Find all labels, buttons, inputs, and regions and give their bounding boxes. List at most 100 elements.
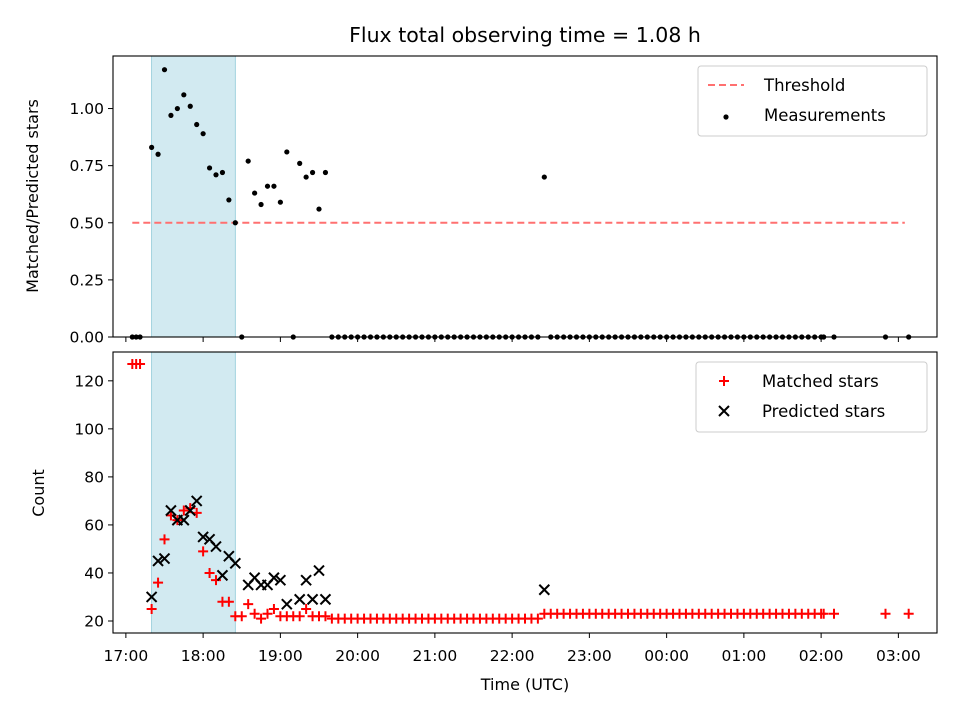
legend-label: Measurements bbox=[764, 106, 886, 125]
legend: Threshold Measurements bbox=[697, 65, 928, 137]
data-point bbox=[264, 183, 271, 189]
data-point bbox=[300, 574, 312, 586]
data-point bbox=[236, 611, 247, 622]
count-panel: 20 40 60 80 100 120 17:00 18:00 19:00 20:00 21:00 2… bbox=[74, 351, 938, 665]
shaded-interval bbox=[151, 55, 236, 338]
data-point bbox=[532, 613, 543, 624]
data-point bbox=[829, 608, 839, 619]
y-tick-label: 120 bbox=[74, 372, 104, 390]
legend-label: Predicted stars bbox=[762, 402, 885, 421]
x-tick-label: 19:00 bbox=[258, 647, 303, 665]
y-tick-label: 0.75 bbox=[69, 157, 104, 175]
legend-box bbox=[695, 361, 928, 433]
data-point bbox=[306, 593, 319, 606]
data-point bbox=[252, 190, 258, 196]
data-point bbox=[155, 151, 161, 157]
data-point bbox=[223, 596, 234, 607]
y-tick-label: 20 bbox=[84, 612, 104, 630]
data-point bbox=[145, 591, 158, 603]
data-point bbox=[268, 603, 279, 614]
data-point bbox=[135, 359, 146, 370]
x-tick-label: 02:00 bbox=[799, 647, 844, 665]
ratio-panel-ylabel: Matched/Predicted stars bbox=[23, 99, 42, 293]
data-point bbox=[274, 574, 287, 586]
x-tick-label: 00:00 bbox=[644, 647, 689, 665]
data-point bbox=[226, 197, 232, 203]
data-point bbox=[316, 206, 322, 212]
data-point bbox=[210, 540, 222, 553]
y-tick-label: 0.00 bbox=[69, 329, 104, 347]
data-point bbox=[184, 504, 196, 517]
data-point bbox=[165, 504, 177, 517]
data-point bbox=[301, 603, 312, 614]
data-point bbox=[243, 599, 254, 610]
legend-swatch bbox=[718, 405, 730, 417]
data-point bbox=[187, 103, 193, 109]
data-point bbox=[880, 608, 891, 619]
data-point bbox=[232, 220, 238, 226]
data-point bbox=[538, 584, 551, 596]
data-point bbox=[152, 555, 164, 567]
x-tick-label: 22:00 bbox=[490, 647, 535, 665]
x-tick-label: 17:00 bbox=[104, 647, 149, 665]
data-point bbox=[277, 199, 283, 205]
x-tick-label: 20:00 bbox=[335, 647, 380, 665]
x-tick-label: 03:00 bbox=[876, 647, 921, 665]
data-point bbox=[200, 131, 206, 137]
data-point bbox=[245, 158, 251, 164]
data-point bbox=[194, 121, 200, 128]
series-matched-stars bbox=[127, 359, 914, 624]
y-tick-label: 0.50 bbox=[69, 214, 104, 232]
data-point bbox=[541, 174, 547, 180]
legend: Matched stars Predicted stars bbox=[695, 361, 928, 433]
data-point bbox=[294, 611, 305, 622]
data-point bbox=[190, 495, 203, 507]
legend-swatch bbox=[723, 114, 729, 120]
y-tick-label: 80 bbox=[84, 468, 104, 486]
data-point bbox=[198, 546, 209, 557]
data-point bbox=[159, 534, 170, 545]
data-point bbox=[181, 92, 187, 98]
data-point bbox=[320, 611, 331, 622]
data-point bbox=[303, 174, 309, 180]
x-tick-label: 18:00 bbox=[181, 647, 226, 665]
data-point bbox=[229, 557, 242, 570]
data-point bbox=[271, 183, 277, 189]
legend-label: Matched stars bbox=[762, 372, 879, 391]
data-point bbox=[216, 569, 229, 582]
data-point bbox=[178, 505, 189, 516]
data-point bbox=[165, 510, 176, 521]
data-point bbox=[293, 593, 306, 606]
data-point bbox=[818, 608, 829, 619]
count-panel-ylabel: Count bbox=[29, 469, 48, 517]
y-tick-label: 100 bbox=[74, 420, 104, 438]
data-point bbox=[903, 608, 914, 619]
shaded-interval bbox=[151, 351, 236, 634]
x-tick-label: 23:00 bbox=[567, 647, 612, 665]
data-point bbox=[153, 577, 164, 588]
x-tick-label: 01:00 bbox=[722, 647, 767, 665]
data-point bbox=[174, 105, 180, 112]
axes-frame bbox=[112, 55, 938, 338]
data-point bbox=[284, 149, 290, 155]
data-point bbox=[281, 598, 293, 610]
data-point bbox=[211, 575, 221, 586]
data-point bbox=[204, 567, 215, 578]
data-point bbox=[262, 608, 273, 619]
ratio-panel: 0.00 0.25 0.50 0.75 1.00 Threshold Measurement… bbox=[69, 55, 938, 347]
data-point bbox=[256, 613, 267, 624]
data-point bbox=[158, 552, 171, 565]
chart-xlabel: Time (UTC) bbox=[480, 675, 569, 694]
x-tick-label: 21:00 bbox=[413, 647, 458, 665]
data-point bbox=[249, 608, 260, 619]
legend-swatch bbox=[719, 376, 729, 386]
data-point bbox=[322, 169, 329, 176]
data-point bbox=[313, 564, 325, 577]
data-point bbox=[206, 165, 213, 171]
legend-label: Threshold bbox=[763, 76, 845, 95]
data-point bbox=[268, 572, 280, 584]
y-tick-label: 1.00 bbox=[69, 100, 104, 118]
data-point bbox=[146, 603, 157, 614]
data-point bbox=[168, 112, 174, 118]
